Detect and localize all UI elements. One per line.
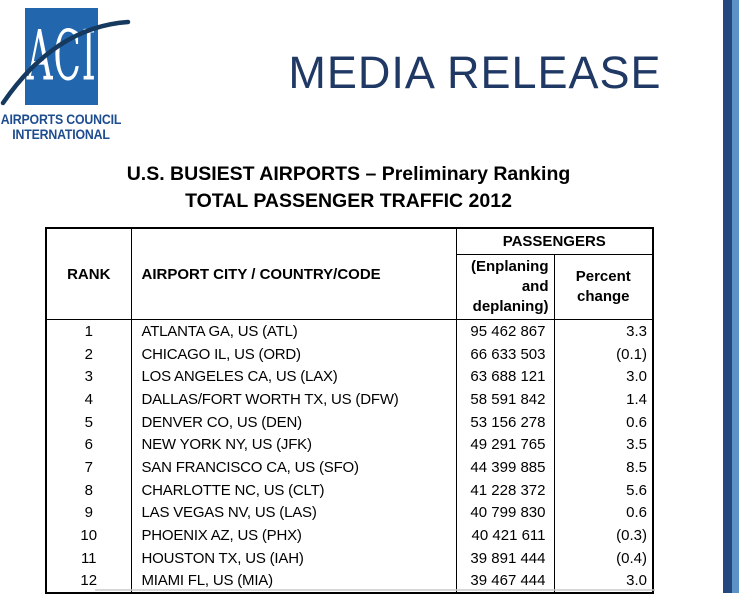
rank-cell: 7 [45,456,132,479]
page-title: MEDIA RELEASE [288,47,662,98]
passengers-cell: 53 156 278 [455,410,555,434]
right-accent-bar-dark [723,0,732,593]
percent-change-cell: 0.6 [553,501,654,525]
percent-change-cell: 1.4 [553,388,654,411]
percent-change-cell: 8.5 [553,456,654,479]
passengers-cell: 40 799 830 [455,501,555,525]
rank-cell: 8 [45,478,132,502]
percent-change-cell: 5.6 [553,478,654,502]
rank-cell: 4 [45,388,132,411]
passengers-cell: 39 891 444 [455,546,555,570]
passengers-cell: 49 291 765 [455,433,555,457]
column-header-passengers-group: PASSENGERS [455,228,654,255]
rank-cell: 9 [45,501,132,525]
passengers-cell: 63 688 121 [455,365,555,389]
table-row: 12 MIAMI FL, US (MIA) 39 467 444 3.0 [45,569,654,594]
aci-logo-acronym: ACI [26,15,97,96]
passengers-cell: 58 591 842 [455,388,555,411]
airport-cell: PHOENIX AZ, US (PHX) [130,524,457,547]
rank-cell: 3 [45,365,132,389]
airport-cell: CHICAGO IL, US (ORD) [130,342,457,366]
column-header-percent-change: Percent change [553,254,654,320]
passengers-cell: 40 421 611 [455,524,555,547]
table-row: 7 SAN FRANCISCO CA, US (SFO) 44 399 885 … [45,456,654,479]
table-row: 5 DENVER CO, US (DEN) 53 156 278 0.6 [45,410,654,434]
percent-header-line1: Percent [575,268,631,285]
aci-logo-orgname: AIRPORTS COUNCIL INTERNATIONAL [0,112,125,141]
percent-change-cell: 3.5 [553,433,654,457]
aci-logo-orgname-line1: AIRPORTS COUNCIL [0,111,122,127]
document-title: U.S. BUSIEST AIRPORTS – Preliminary Rank… [45,161,652,215]
percent-change-cell: (0.4) [553,546,654,570]
passengers-cell: 39 467 444 [455,569,555,594]
right-accent-bar-light [732,0,739,593]
column-header-passengers-sub: (Enplaning and deplaning) [455,254,555,320]
rank-cell: 6 [45,433,132,457]
passengers-cell: 66 633 503 [455,342,555,366]
document-title-line1: U.S. BUSIEST AIRPORTS – Preliminary Rank… [126,163,571,185]
aci-logo-square: ACI [25,8,98,105]
table-row: 8 CHARLOTTE NC, US (CLT) 41 228 372 5.6 [45,478,654,502]
column-header-airport: AIRPORT CITY / COUNTRY/CODE [130,228,457,320]
percent-change-cell: 0.6 [553,410,654,434]
percent-change-cell: 3.3 [553,319,654,343]
airport-cell: CHARLOTTE NC, US (CLT) [130,478,457,502]
passengers-sub-line3: deplaning) [472,298,549,315]
document-title-line2: TOTAL PASSENGER TRAFFIC 2012 [185,190,512,212]
airport-cell: ATLANTA GA, US (ATL) [130,319,457,343]
airport-cell: SAN FRANCISCO CA, US (SFO) [130,456,457,479]
column-header-rank: RANK [45,228,132,320]
aci-logo: ACI AIRPORTS COUNCIL INTERNATIONAL [0,8,171,141]
percent-change-cell: 3.0 [553,569,654,594]
aci-logo-orgname-line2: INTERNATIONAL [12,125,110,142]
percent-change-cell: (0.1) [553,342,654,366]
airport-ranking-table: RANK AIRPORT CITY / COUNTRY/CODE PASSENG… [45,227,654,594]
airport-cell: LOS ANGELES CA, US (LAX) [130,365,457,389]
passengers-sub-line2: and [521,278,549,295]
table-row: 1 ATLANTA GA, US (ATL) 95 462 867 3.3 [45,319,654,343]
percent-change-cell: 3.0 [553,365,654,389]
passengers-sub-line1: (Enplaning [471,258,549,275]
airport-cell: DALLAS/FORT WORTH TX, US (DFW) [130,388,457,411]
table-row: 10 PHOENIX AZ, US (PHX) 40 421 611 (0.3) [45,524,654,547]
table-row: 3 LOS ANGELES CA, US (LAX) 63 688 121 3.… [45,365,654,389]
table-body: 1 ATLANTA GA, US (ATL) 95 462 867 3.3 2 … [45,319,654,594]
passengers-cell: 41 228 372 [455,478,555,502]
passengers-cell: 95 462 867 [455,319,555,343]
table-row: 9 LAS VEGAS NV, US (LAS) 40 799 830 0.6 [45,501,654,525]
passengers-cell: 44 399 885 [455,456,555,479]
airport-cell: HOUSTON TX, US (IAH) [130,546,457,570]
table-row: 2 CHICAGO IL, US (ORD) 66 633 503 (0.1) [45,342,654,366]
rank-cell: 2 [45,342,132,366]
rank-cell: 5 [45,410,132,434]
table-row: 11 HOUSTON TX, US (IAH) 39 891 444 (0.4) [45,546,654,570]
rank-cell: 10 [45,524,132,547]
page-shadow-line [95,589,655,591]
table-header: RANK AIRPORT CITY / COUNTRY/CODE PASSENG… [45,228,654,320]
percent-header-line2: change [576,288,630,305]
table-row: 6 NEW YORK NY, US (JFK) 49 291 765 3.5 [45,433,654,457]
airport-cell: NEW YORK NY, US (JFK) [130,433,457,457]
airport-cell: LAS VEGAS NV, US (LAS) [130,501,457,525]
rank-cell: 1 [45,319,132,343]
percent-change-cell: (0.3) [553,524,654,547]
table-row: 4 DALLAS/FORT WORTH TX, US (DFW) 58 591 … [45,388,654,411]
airport-cell: DENVER CO, US (DEN) [130,410,457,434]
rank-cell: 11 [45,546,132,570]
